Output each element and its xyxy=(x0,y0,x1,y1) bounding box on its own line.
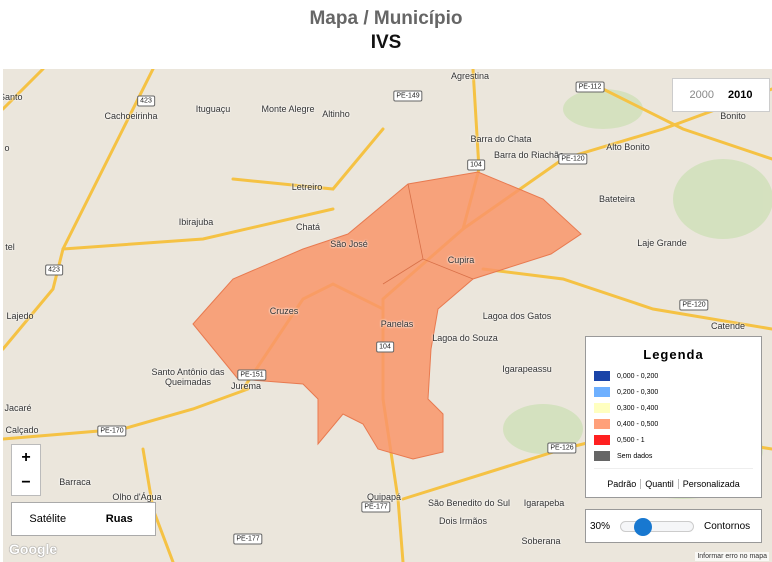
legend-panel: Legenda 0,000 - 0,200 0,200 - 0,300 0,300 … xyxy=(585,336,762,498)
highway-shield: PE-120 xyxy=(558,153,588,165)
highway-shield: PE-151 xyxy=(237,369,267,381)
highway-shield: PE-170 xyxy=(97,425,127,437)
legend-swatch xyxy=(594,403,610,413)
legend-label: 0,400 - 0,500 xyxy=(617,420,659,428)
place-label: Panelas xyxy=(380,319,414,329)
legend-title: Legenda xyxy=(643,347,704,362)
roads-button[interactable]: Ruas xyxy=(105,513,133,525)
legend-item: 0,000 - 0,200 xyxy=(586,368,761,384)
place-label: Catende xyxy=(710,321,746,331)
highway-shield: 104 xyxy=(467,159,485,171)
google-logo: Google xyxy=(9,541,58,557)
place-label: Barra do Chata xyxy=(470,134,532,144)
year-2000[interactable]: 2000 xyxy=(689,89,714,101)
highway-shield: 423 xyxy=(45,264,63,276)
highway-shield: 104 xyxy=(376,341,394,353)
legend-swatch xyxy=(594,371,610,381)
place-label: tel xyxy=(5,242,15,252)
legend-label: 0,300 - 0,400 xyxy=(617,404,659,412)
place-label: Barra do Riachão xyxy=(493,150,565,160)
place-label: Lajedo xyxy=(6,311,34,321)
place-label: Altinho xyxy=(322,109,350,119)
place-label: Ibirajuba xyxy=(178,217,214,227)
highway-shield: PE-126 xyxy=(547,442,577,454)
place-label: Bonito xyxy=(720,111,746,121)
legend-swatch xyxy=(594,451,610,461)
legend-label: Sem dados xyxy=(617,452,653,460)
place-label: Jacaré xyxy=(4,403,32,413)
place-label: Barraca xyxy=(59,477,91,487)
place-label: Santo Antônio das Queimadas xyxy=(151,367,225,387)
place-label: Dois Irmãos xyxy=(438,516,488,526)
place-label: Igarapeassu xyxy=(502,364,552,374)
page-title: Mapa / Município xyxy=(309,8,463,29)
highway-shield: PE-149 xyxy=(393,90,423,102)
place-label: Soberana xyxy=(521,536,561,546)
legend-item: 0,500 - 1 xyxy=(586,432,761,448)
place-label: o xyxy=(4,143,10,153)
opacity-slider[interactable] xyxy=(620,517,695,536)
place-label: Chatá xyxy=(295,222,321,232)
place-label: São Benedito do Sul xyxy=(427,498,511,508)
zoom-out-button[interactable]: − xyxy=(21,473,31,491)
page-subtitle: IVS xyxy=(370,32,402,53)
place-label: Calçado xyxy=(5,425,39,435)
place-label: Monte Alegre xyxy=(261,104,315,114)
highway-shield: 423 xyxy=(137,95,155,107)
zoom-in-button[interactable]: + xyxy=(21,448,31,466)
mode-quantil[interactable]: Quantil xyxy=(640,479,678,489)
legend-swatch xyxy=(594,435,610,445)
contours-toggle[interactable]: Contornos xyxy=(704,520,751,532)
report-error-link[interactable]: Informar erro no mapa xyxy=(695,552,769,561)
place-label: Quipapá xyxy=(366,492,402,502)
highway-shield: PE-177 xyxy=(233,533,263,545)
legend-item: 0,400 - 0,500 xyxy=(586,416,761,432)
place-label: o Santo xyxy=(3,92,23,102)
legend-swatch xyxy=(594,387,610,397)
highway-shield: PE-120 xyxy=(679,299,709,311)
satellite-button[interactable]: Satélite xyxy=(29,513,67,525)
zoom-control: + − xyxy=(11,444,41,496)
place-label: Cupira xyxy=(447,255,475,265)
place-label: Olho d'Água xyxy=(112,492,162,502)
place-label: Lagoa do Souza xyxy=(432,333,498,343)
place-label: Cachoeirinha xyxy=(104,111,158,121)
place-label: Igarapeba xyxy=(523,498,565,508)
municipality-region[interactable] xyxy=(192,171,582,460)
map[interactable]: o Santo Cachoeirinha Ituguaçu Monte Alegre A… xyxy=(3,69,772,562)
legend-item: 0,200 - 0,300 xyxy=(586,384,761,400)
highway-shield: PE-177 xyxy=(361,501,391,513)
year-2010[interactable]: 2010 xyxy=(728,89,753,101)
place-label: Laje Grande xyxy=(637,238,687,248)
place-label: Alto Bonito xyxy=(606,142,650,152)
place-label: Jurema xyxy=(230,381,262,391)
place-label: São José xyxy=(330,239,368,249)
legend-swatch xyxy=(594,419,610,429)
place-label: Agrestina xyxy=(450,71,490,81)
legend-modes: Padrão Quantil Personalizada xyxy=(594,468,753,489)
legend-item: 0,300 - 0,400 xyxy=(586,400,761,416)
legend-item: Sem dados xyxy=(586,448,761,464)
map-type-control: Satélite Ruas xyxy=(11,502,156,536)
slider-handle[interactable] xyxy=(633,517,652,536)
place-label: Letreiro xyxy=(291,182,323,192)
legend-label: 0,000 - 0,200 xyxy=(617,372,659,380)
year-selector: 2000 2010 xyxy=(672,78,770,112)
place-label: Bateteira xyxy=(598,194,636,204)
mode-padrao[interactable]: Padrão xyxy=(607,479,637,489)
place-label: Ituguaçu xyxy=(195,104,231,114)
place-label: Lagoa dos Gatos xyxy=(482,311,552,321)
mode-personalizada[interactable]: Personalizada xyxy=(677,479,744,489)
legend-label: 0,200 - 0,300 xyxy=(617,388,659,396)
highway-shield: PE-112 xyxy=(575,81,605,93)
opacity-control: 30% Contornos xyxy=(585,509,762,543)
place-label: Cruzes xyxy=(269,306,299,316)
legend-label: 0,500 - 1 xyxy=(617,436,645,444)
opacity-value: 30% xyxy=(590,520,611,532)
